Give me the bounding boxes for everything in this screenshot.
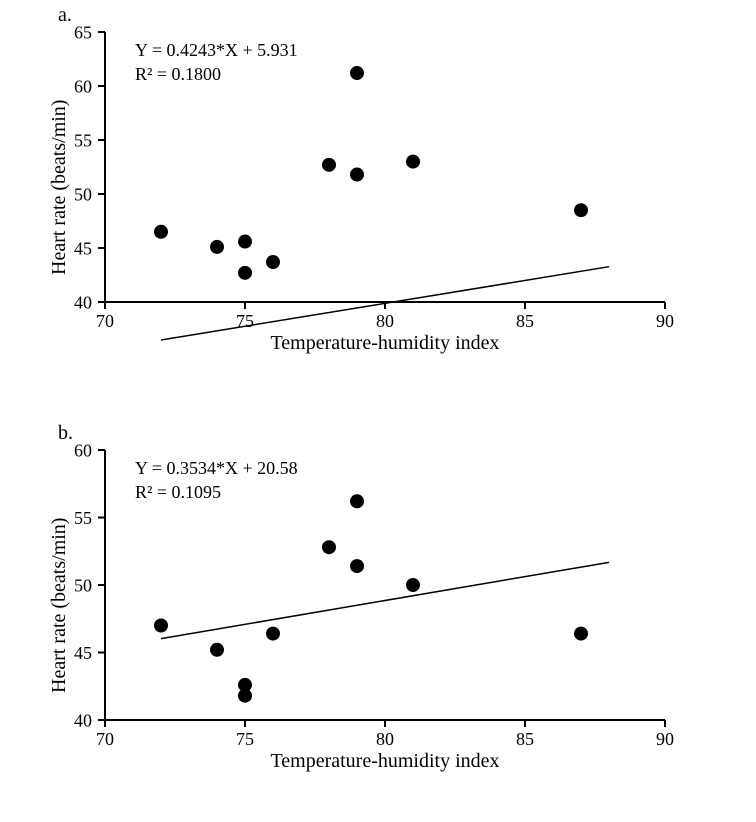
svg-text:90: 90 [656, 729, 674, 749]
svg-text:65: 65 [74, 22, 92, 42]
svg-text:60: 60 [74, 440, 92, 460]
svg-text:85: 85 [516, 311, 534, 331]
panel-a-equation: Y = 0.4243*X + 5.931 R² = 0.1800 [135, 38, 298, 87]
svg-text:45: 45 [74, 643, 92, 663]
panel-b-xlabel: Temperature-humidity index [105, 750, 665, 773]
svg-text:70: 70 [96, 729, 114, 749]
panel-b-equation: Y = 0.3534*X + 20.58 R² = 0.1095 [135, 456, 298, 505]
svg-text:50: 50 [74, 575, 92, 595]
svg-text:50: 50 [74, 184, 92, 204]
panel-b-ylabel: Heart rate (beats/min) [48, 518, 71, 693]
panel-b-label: b. [58, 422, 73, 445]
svg-text:55: 55 [74, 508, 92, 528]
svg-text:80: 80 [376, 311, 394, 331]
panel-a-label: a. [58, 4, 72, 27]
svg-text:80: 80 [376, 729, 394, 749]
svg-text:55: 55 [74, 130, 92, 150]
svg-text:40: 40 [74, 710, 92, 730]
svg-text:60: 60 [74, 76, 92, 96]
svg-text:70: 70 [96, 311, 114, 331]
panel-a-ylabel: Heart rate (beats/min) [48, 100, 71, 275]
svg-text:90: 90 [656, 311, 674, 331]
svg-text:75: 75 [236, 729, 254, 749]
panel-a-plot: 7075808590404550556065 Y = 0.4243*X + 5.… [105, 32, 665, 302]
page: a. Heart rate (beats/min) 70758085904045… [0, 0, 756, 822]
svg-text:45: 45 [74, 238, 92, 258]
panel-b-plot: 70758085904045505560 Y = 0.3534*X + 20.5… [105, 450, 665, 720]
svg-text:85: 85 [516, 729, 534, 749]
panel-a-xlabel: Temperature-humidity index [105, 332, 665, 355]
svg-text:40: 40 [74, 292, 92, 312]
